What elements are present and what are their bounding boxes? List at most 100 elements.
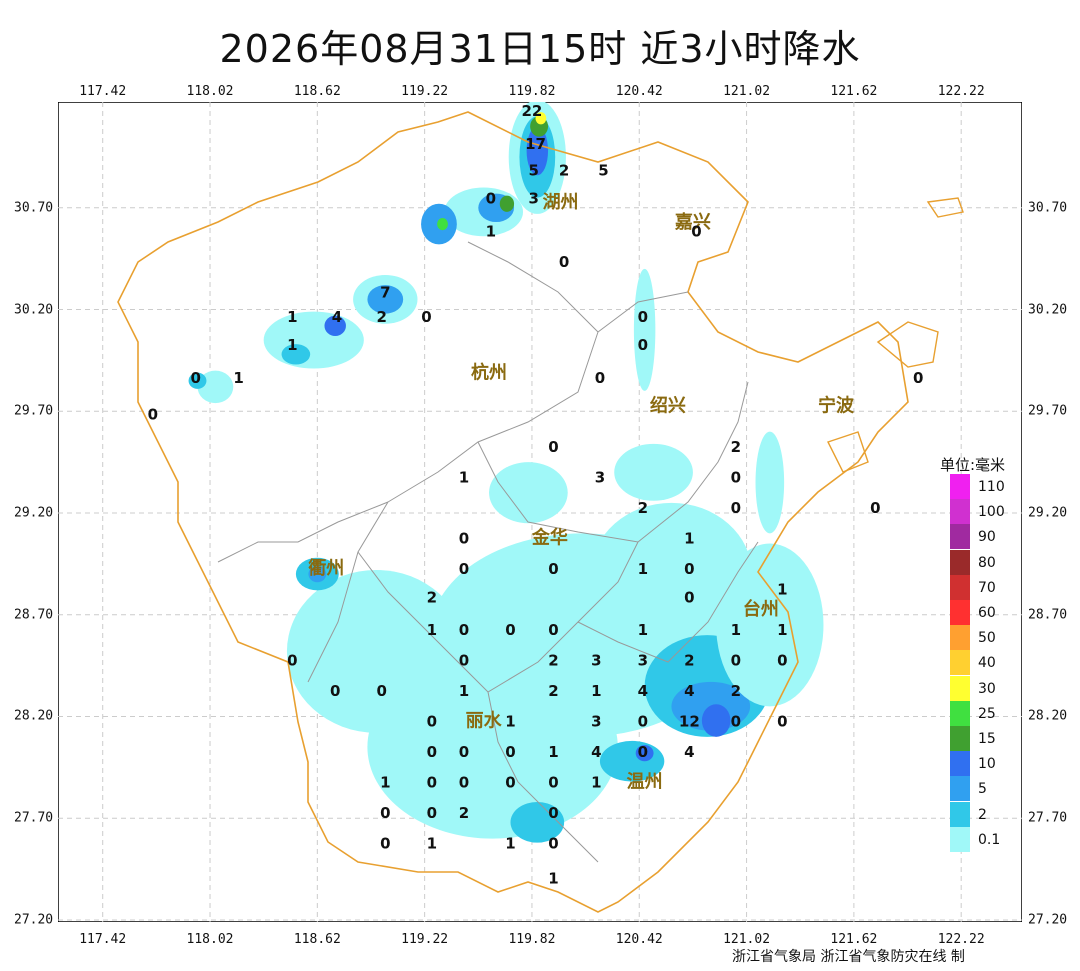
- station-value: 4: [332, 308, 342, 326]
- lat-tick-label-left: 30.70: [14, 200, 54, 216]
- rain-area-2: [188, 372, 207, 389]
- station-value: 0: [777, 713, 787, 731]
- station-value: 0: [505, 774, 515, 792]
- legend-swatch: [950, 650, 970, 676]
- legend-swatch: [950, 801, 970, 827]
- station-value: 0: [548, 621, 558, 639]
- legend-label: 80: [978, 554, 996, 571]
- station-value: 0: [380, 804, 390, 822]
- station-value: 1: [233, 369, 243, 387]
- lon-tick-label-top: 119.22: [401, 84, 449, 99]
- station-value: 0: [559, 253, 569, 271]
- legend-item: 5: [950, 776, 1020, 802]
- station-value: 12: [679, 713, 700, 731]
- rain-area-10: [526, 126, 549, 176]
- city-label: 金华: [531, 527, 568, 549]
- legend-title: 单位:毫米: [940, 456, 1006, 474]
- station-value: 2: [548, 652, 558, 670]
- station-value: 2: [548, 682, 558, 700]
- lat-tick-label-left: 28.20: [14, 708, 54, 724]
- station-value: 0: [459, 530, 469, 548]
- city-label: 衢州: [308, 557, 344, 579]
- rain-area-2: [281, 344, 311, 365]
- lon-tick-label-top: 121.62: [830, 84, 878, 99]
- legend-swatch: [950, 726, 970, 751]
- legend-label: 90: [978, 529, 996, 546]
- station-value: 1: [505, 713, 515, 731]
- rain-area-0_1: [590, 502, 752, 646]
- station-value: 1: [287, 308, 297, 326]
- rain-area-0_1: [633, 268, 656, 391]
- station-value: 0: [913, 369, 923, 387]
- rain-area-0_1: [755, 431, 785, 534]
- station-value: 0: [421, 308, 431, 326]
- station-value: 0: [684, 589, 694, 607]
- lat-tick-label-right: 30.70: [1028, 200, 1068, 216]
- rain-area-25: [437, 217, 448, 231]
- rain-area-10: [635, 744, 654, 762]
- rain-area-5: [308, 565, 327, 583]
- legend-item: 60: [950, 600, 1020, 626]
- province-outline: [117, 111, 909, 913]
- station-value: 0: [427, 713, 437, 731]
- legend-item: 10: [950, 751, 1020, 777]
- coast-island-1: [876, 321, 939, 368]
- city-label: 嘉兴: [674, 212, 711, 233]
- station-value: 1: [638, 621, 648, 639]
- coast-island-3: [926, 197, 964, 218]
- rain-area-30: [535, 112, 547, 125]
- station-value: 5: [598, 161, 608, 179]
- legend-label: 60: [978, 605, 996, 621]
- station-value: 1: [638, 560, 648, 578]
- station-value: 1: [427, 835, 437, 853]
- station-value: 0: [870, 499, 880, 517]
- station-value: 1: [684, 530, 694, 548]
- station-value: 1: [591, 774, 601, 792]
- legend-item: 0.1: [950, 826, 1020, 853]
- station-value: 0: [595, 369, 605, 387]
- station-value: 0: [684, 560, 694, 578]
- legend-item: 80: [950, 549, 1020, 576]
- station-value: 1: [459, 682, 469, 700]
- station-value: 2: [559, 161, 569, 179]
- station-value: 3: [591, 713, 601, 731]
- legend-swatch: [950, 524, 970, 550]
- station-value: 0: [459, 621, 469, 639]
- station-value: 1: [591, 682, 601, 700]
- prefecture-boundaries: [217, 241, 759, 863]
- station-value: 1: [777, 621, 787, 639]
- station-value: 22: [522, 102, 543, 120]
- legend-label: 100: [978, 504, 1005, 521]
- lon-tick-label-top: 117.42: [79, 84, 127, 99]
- lon-tick-label-bottom: 117.42: [79, 932, 127, 947]
- station-value: 0: [330, 682, 340, 700]
- legend-swatch: [950, 499, 970, 525]
- legend-item: 100: [950, 499, 1020, 525]
- lat-tick-label-right: 27.70: [1028, 810, 1068, 826]
- station-value: 0: [459, 652, 469, 670]
- city-label: 台州: [743, 598, 779, 620]
- station-value: 0: [459, 743, 469, 761]
- station-value: 0: [638, 336, 648, 354]
- lat-tick-label-left: 28.70: [14, 607, 54, 623]
- station-value: 4: [638, 682, 648, 700]
- lon-tick-label-bottom: 121.02: [723, 932, 771, 947]
- lon-tick-label-bottom: 119.82: [508, 932, 556, 947]
- station-value: 1: [427, 621, 437, 639]
- lon-tick-label-bottom: 118.02: [186, 932, 234, 947]
- legend-item: 2: [950, 801, 1020, 828]
- lon-tick-label-bottom: 118.62: [293, 932, 341, 947]
- rain-area-15: [499, 195, 515, 212]
- legend-item: 50: [950, 625, 1020, 651]
- lon-tick-label-top: 120.42: [615, 84, 663, 99]
- legend-swatch: [950, 751, 970, 777]
- station-value: 3: [529, 190, 539, 208]
- station-value: 2: [684, 652, 694, 670]
- station-value: 0: [691, 222, 701, 240]
- lat-tick-label-left: 30.20: [14, 302, 54, 318]
- station-value: 4: [684, 682, 694, 700]
- rain-area-0_1: [263, 311, 364, 369]
- lon-tick-label-top: 118.62: [293, 84, 341, 99]
- legend-swatch: [950, 600, 970, 625]
- lon-tick-label-top: 118.02: [186, 84, 234, 99]
